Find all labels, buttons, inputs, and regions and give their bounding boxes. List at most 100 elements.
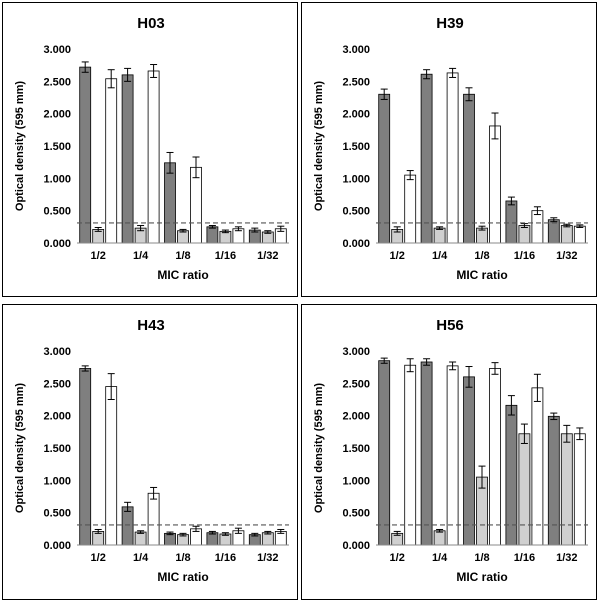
- x-axis-label: MIC ratio: [456, 268, 507, 282]
- x-tick-label: 1/4: [133, 552, 149, 564]
- bar: [105, 386, 118, 546]
- chart-panel-4: H56 0.000 0.500 1.000 1.500 2.000 2.500 3.000 Op…: [301, 304, 597, 600]
- chart-panel-3: H43 0.000 0.500 1.000 1.500 2.000 2.500 3.000 Op…: [2, 304, 298, 600]
- x-tick-label: 1/16: [514, 250, 535, 262]
- y-tick-label: 3.000: [43, 346, 71, 358]
- bar: [518, 433, 531, 546]
- bar: [404, 364, 417, 546]
- bar: [404, 174, 417, 244]
- y-tick-label: 1.500: [43, 141, 71, 153]
- chart-svg-1: H03 0.000 0.500 1.000 1.500 2.000 2.500 3.000 Op…: [14, 15, 289, 282]
- bar: [560, 433, 573, 546]
- bar: [105, 78, 118, 244]
- x-tick-label: 1/32: [556, 250, 577, 262]
- y-tick-label: 0.000: [43, 540, 71, 552]
- x-tick-label: 1/16: [514, 552, 535, 564]
- y-tick-label: 2.500: [43, 378, 71, 390]
- chart-svg-2: H39 0.000 0.500 1.000 1.500 2.000 2.500 3.000 Op…: [313, 15, 588, 282]
- bar: [463, 376, 475, 546]
- bar: [560, 225, 573, 244]
- y-tick-label: 2.500: [342, 378, 370, 390]
- y-tick-label: 1.500: [342, 443, 370, 455]
- x-tick-label: 1/8: [474, 552, 489, 564]
- x-tick-label: 1/4: [432, 250, 448, 262]
- y-tick-label: 2.000: [342, 411, 370, 423]
- x-tick-label: 1/2: [91, 250, 106, 262]
- y-tick-label: 2.500: [43, 76, 71, 88]
- bar: [121, 506, 134, 546]
- chart-svg-4: H56 0.000 0.500 1.000 1.500 2.000 2.500 3.000 Op…: [313, 317, 588, 584]
- x-tick-label: 1/32: [257, 250, 278, 262]
- y-tick-label: 1.500: [342, 141, 370, 153]
- y-tick-label: 0.000: [43, 238, 71, 250]
- bar: [206, 532, 219, 546]
- x-tick-label: 1/2: [390, 250, 405, 262]
- x-tick-label: 1/32: [257, 552, 278, 564]
- bar: [134, 531, 147, 546]
- bar: [489, 125, 501, 244]
- y-tick-label: 1.000: [342, 173, 370, 185]
- bar: [147, 492, 160, 546]
- x-tick-label: 1/16: [215, 552, 236, 564]
- chart-title: H39: [436, 15, 464, 32]
- x-axis-label: MIC ratio: [157, 570, 208, 584]
- bar: [531, 210, 544, 244]
- x-tick-label: 1/2: [390, 552, 405, 564]
- bar: [505, 200, 518, 244]
- x-axis-label: MIC ratio: [157, 268, 208, 282]
- chart-title: H56: [436, 317, 464, 334]
- y-axis-label: Optical density (595 mm): [14, 383, 26, 514]
- bar: [573, 225, 586, 244]
- bar: [261, 532, 274, 546]
- y-tick-label: 1.000: [342, 475, 370, 487]
- y-tick-label: 1.000: [43, 475, 71, 487]
- y-tick-label: 0.000: [342, 238, 370, 250]
- y-tick-label: 0.000: [342, 540, 370, 552]
- chart-title: H43: [137, 317, 165, 334]
- bar: [420, 361, 433, 546]
- y-tick-label: 0.500: [43, 508, 71, 520]
- bar: [531, 387, 544, 546]
- y-tick-label: 2.000: [43, 109, 71, 121]
- x-tick-label: 1/16: [215, 250, 236, 262]
- bar: [505, 404, 518, 546]
- bar: [547, 415, 560, 546]
- x-tick-label: 1/8: [474, 250, 489, 262]
- y-tick-label: 3.000: [342, 44, 370, 56]
- y-tick-label: 0.500: [43, 206, 71, 218]
- bar: [121, 74, 134, 244]
- bar: [378, 360, 391, 546]
- x-tick-label: 1/4: [432, 552, 448, 564]
- y-axis-label: Optical density (595 mm): [14, 81, 26, 212]
- chart-svg-3: H43 0.000 0.500 1.000 1.500 2.000 2.500 3.000 Op…: [14, 317, 289, 584]
- y-tick-label: 3.000: [342, 346, 370, 358]
- y-tick-label: 0.500: [342, 206, 370, 218]
- y-tick-label: 3.000: [43, 44, 71, 56]
- x-tick-label: 1/32: [556, 552, 577, 564]
- y-tick-label: 1.000: [43, 173, 71, 185]
- bar: [420, 73, 433, 244]
- bar: [177, 230, 189, 244]
- bar: [518, 225, 531, 244]
- bar: [190, 166, 202, 244]
- x-tick-label: 1/4: [133, 250, 149, 262]
- bar: [147, 70, 160, 244]
- y-tick-label: 2.000: [43, 411, 71, 423]
- bar: [446, 365, 459, 546]
- x-tick-label: 1/2: [91, 552, 106, 564]
- bar: [489, 368, 501, 546]
- chart-title: H03: [137, 15, 165, 32]
- bar: [378, 93, 391, 244]
- chart-panel-2: H39 0.000 0.500 1.000 1.500 2.000 2.500 3.000 Op…: [301, 2, 597, 297]
- bar: [164, 162, 176, 244]
- y-axis-label: Optical density (595 mm): [313, 383, 325, 514]
- bar: [446, 72, 459, 244]
- x-tick-label: 1/8: [175, 552, 190, 564]
- bar: [206, 226, 219, 244]
- bar: [463, 93, 475, 244]
- bar: [79, 66, 92, 244]
- y-axis-label: Optical density (595 mm): [313, 81, 325, 212]
- bar: [79, 368, 92, 546]
- bar: [433, 530, 446, 546]
- bar: [433, 227, 446, 244]
